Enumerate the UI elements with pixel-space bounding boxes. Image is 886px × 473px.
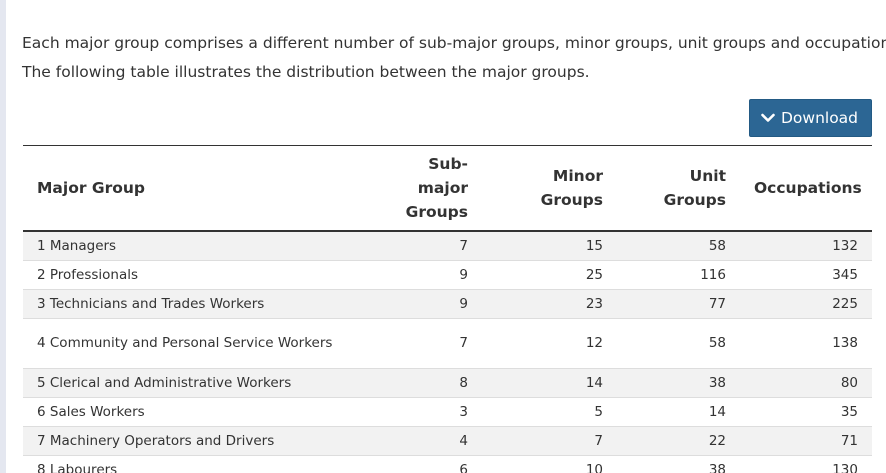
header-major-group: Major Group: [37, 179, 146, 197]
cell-sub-major: 4: [371, 426, 482, 456]
cell-unit: 38: [617, 455, 740, 473]
cell-sub-major: 8: [371, 368, 482, 398]
download-button[interactable]: Download: [749, 99, 872, 137]
cell-unit: 58: [617, 318, 740, 369]
table-row: 8 Labourers 6 10 38 130: [23, 455, 872, 473]
cell-occupations: 132: [740, 231, 872, 261]
header-occupations: Occupations: [754, 179, 862, 197]
cell-occupations: 80: [740, 368, 872, 398]
cell-sub-major: 3: [371, 397, 482, 427]
cell-occupations: 345: [740, 260, 872, 290]
intro-text: Each major group comprises a different n…: [22, 29, 886, 87]
cell-unit: 77: [617, 289, 740, 319]
table-row: 2 Professionals 9 25 116 345: [23, 260, 872, 290]
cell-minor: 15: [482, 231, 617, 261]
cell-occupations: 130: [740, 455, 872, 473]
cell-sub-major: 7: [371, 231, 482, 261]
table-row: 5 Clerical and Administrative Workers 8 …: [23, 368, 872, 398]
cell-sub-major: 6: [371, 455, 482, 473]
cell-occupations: 225: [740, 289, 872, 319]
cell-major-group: 2 Professionals: [23, 260, 371, 290]
cell-major-group: 4 Community and Personal Service Workers: [23, 318, 371, 369]
cell-major-group: 5 Clerical and Administrative Workers: [23, 368, 371, 398]
cell-sub-major: 7: [371, 318, 482, 369]
cell-unit: 38: [617, 368, 740, 398]
header-unit-groups: Unit Groups: [663, 167, 726, 209]
cell-sub-major: 9: [371, 289, 482, 319]
header-sub-major-groups: Sub-major Groups: [405, 155, 468, 221]
cell-major-group: 7 Machinery Operators and Drivers: [23, 426, 371, 456]
cell-unit: 22: [617, 426, 740, 456]
table-row: 3 Technicians and Trades Workers 9 23 77…: [23, 289, 872, 319]
cell-minor: 7: [482, 426, 617, 456]
cell-occupations: 138: [740, 318, 872, 369]
cell-minor: 5: [482, 397, 617, 427]
table-row: 4 Community and Personal Service Workers…: [23, 318, 872, 369]
cell-sub-major: 9: [371, 260, 482, 290]
table-row: 1 Managers 7 15 58 132: [23, 231, 872, 261]
download-button-label: Download: [780, 109, 859, 127]
cell-major-group: 8 Labourers: [23, 455, 371, 473]
cell-occupations: 35: [740, 397, 872, 427]
cell-major-group: 3 Technicians and Trades Workers: [23, 289, 371, 319]
major-groups-table: Major Group Sub-major Groups Minor Groups …: [23, 145, 872, 473]
table-header-row: Major Group Sub-major Groups Minor Groups …: [23, 145, 872, 231]
cell-minor: 10: [482, 455, 617, 473]
cell-unit: 58: [617, 231, 740, 261]
major-groups-table-container: Major Group Sub-major Groups Minor Groups …: [23, 145, 872, 473]
table-row: 7 Machinery Operators and Drivers 4 7 22…: [23, 426, 872, 456]
intro-line-2: The following table illustrates the dist…: [22, 63, 590, 81]
cell-minor: 14: [482, 368, 617, 398]
cell-minor: 25: [482, 260, 617, 290]
cell-unit: 116: [617, 260, 740, 290]
chevron-down-icon: [761, 113, 775, 122]
cell-major-group: 6 Sales Workers: [23, 397, 371, 427]
cell-minor: 23: [482, 289, 617, 319]
header-minor-groups: Minor Groups: [540, 167, 603, 209]
cell-unit: 14: [617, 397, 740, 427]
cell-minor: 12: [482, 318, 617, 369]
cell-occupations: 71: [740, 426, 872, 456]
left-edge-rule: [0, 0, 6, 473]
cell-major-group: 1 Managers: [23, 231, 371, 261]
table-row: 6 Sales Workers 3 5 14 35: [23, 397, 872, 427]
intro-line-1: Each major group comprises a different n…: [22, 34, 886, 52]
